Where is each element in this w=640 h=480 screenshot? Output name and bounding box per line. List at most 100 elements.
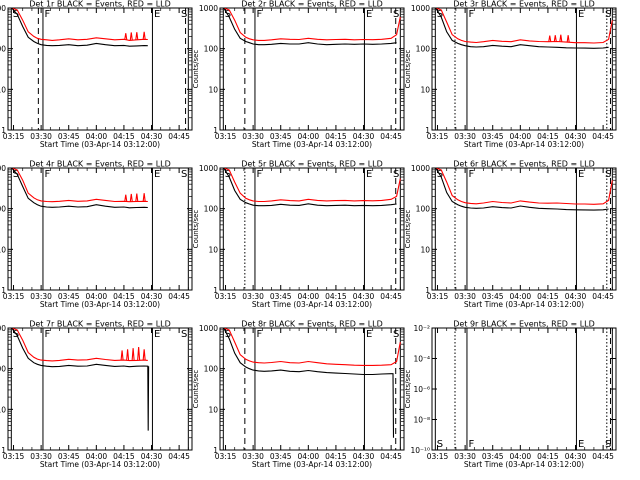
panel-title: Det 9r BLACK = Events, RED = LLD bbox=[453, 320, 595, 329]
lld-series-line bbox=[11, 8, 148, 41]
plot-frame bbox=[219, 167, 405, 291]
lld-series-line bbox=[11, 328, 148, 362]
x-axis-label: Start Time (03-Apr-14 03:12:00) bbox=[40, 140, 160, 149]
y-tick-label: 100 bbox=[204, 205, 219, 214]
panel-title: Det 3r BLACK = Events, RED = LLD bbox=[453, 0, 595, 9]
x-tick-label: 04:00 bbox=[510, 452, 532, 461]
x-tick-label: 04:30 bbox=[565, 132, 587, 141]
marker-label-E: E bbox=[154, 329, 160, 340]
plot-frame bbox=[431, 167, 617, 291]
y-tick-label: 1000 bbox=[0, 324, 6, 333]
lld-spike bbox=[120, 350, 124, 361]
lld-spike bbox=[124, 194, 128, 202]
y-tick-label: 10⁻⁸ bbox=[413, 416, 430, 425]
marker-label-S: S bbox=[393, 9, 399, 20]
panel-det-3r: Det 3r BLACK = Events, RED = LLD 1 10 100 10… bbox=[404, 0, 617, 149]
marker-label-F: F bbox=[44, 9, 50, 20]
x-tick-label: 04:45 bbox=[168, 452, 190, 461]
panel-title: Det 1r BLACK = Events, RED = LLD bbox=[29, 0, 171, 9]
marker-label-F: F bbox=[468, 439, 474, 450]
x-axis-label: Start Time (03-Apr-14 03:12:00) bbox=[464, 460, 584, 469]
panel-det-5r: Det 5r BLACK = Events, RED = LLD 1 10 100 10… bbox=[192, 160, 405, 309]
y-tick-label: 10⁻⁴ bbox=[413, 355, 430, 364]
y-tick-label: 10 bbox=[208, 405, 218, 414]
marker-label-S: S bbox=[393, 329, 399, 340]
panel-title: Det 8r BLACK = Events, RED = LLD bbox=[241, 320, 383, 329]
y-axis-label: Counts/sec bbox=[404, 50, 412, 89]
x-tick-label: 03:45 bbox=[270, 452, 292, 461]
x-tick-label: 04:15 bbox=[325, 452, 347, 461]
x-tick-label: 03:30 bbox=[30, 452, 52, 461]
x-tick-label: 03:30 bbox=[454, 132, 476, 141]
lld-spike bbox=[129, 32, 133, 41]
lld-series-line bbox=[11, 168, 148, 203]
x-tick-label: 04:15 bbox=[113, 452, 135, 461]
marker-label-S: S bbox=[181, 169, 187, 180]
lld-spike bbox=[129, 193, 133, 202]
events-series-line bbox=[223, 168, 397, 207]
marker-label-F: F bbox=[468, 169, 474, 180]
panel-det-9r: Det 9r BLACK = Events, RED = LLD 10⁻¹⁰ 10⁻… bbox=[404, 320, 617, 469]
plot-frame bbox=[7, 7, 193, 131]
x-tick-label: 03:30 bbox=[242, 292, 264, 301]
x-tick-label: 03:45 bbox=[270, 292, 292, 301]
lld-series-line bbox=[435, 8, 613, 44]
x-axis-label: Start Time (03-Apr-14 03:12:00) bbox=[252, 140, 372, 149]
y-tick-label: 1000 bbox=[199, 324, 218, 333]
y-tick-label: 1000 bbox=[0, 164, 6, 173]
x-tick-label: 03:15 bbox=[427, 132, 449, 141]
x-tick-label: 03:30 bbox=[454, 452, 476, 461]
events-series-line bbox=[435, 168, 609, 211]
x-tick-label: 04:45 bbox=[592, 452, 614, 461]
x-tick-label: 04:15 bbox=[325, 292, 347, 301]
marker-label-S: S bbox=[181, 9, 187, 20]
y-axis-label: Counts/sec bbox=[404, 370, 412, 409]
y-tick-label: 100 bbox=[0, 205, 6, 214]
marker-label-E: E bbox=[366, 169, 372, 180]
y-tick-label: 100 bbox=[204, 45, 219, 54]
x-tick-label: 04:45 bbox=[168, 292, 190, 301]
plot-frame bbox=[219, 7, 405, 131]
y-tick-label: 1 bbox=[213, 286, 218, 295]
x-tick-label: 04:15 bbox=[537, 292, 559, 301]
panel-title: Det 2r BLACK = Events, RED = LLD bbox=[241, 0, 383, 9]
lld-spike bbox=[142, 349, 146, 361]
lld-spike bbox=[124, 33, 128, 40]
marker-label-E: E bbox=[366, 9, 372, 20]
marker-label-E: E bbox=[578, 9, 584, 20]
y-axis-label: Counts/sec bbox=[192, 210, 200, 249]
y-tick-label: 10 bbox=[0, 245, 6, 254]
panel-det-4r: Det 4r BLACK = Events, RED = LLD 1 10 100 10… bbox=[0, 160, 193, 309]
y-tick-label: 1 bbox=[425, 286, 430, 295]
y-tick-label: 1000 bbox=[411, 4, 430, 13]
x-tick-label: 03:45 bbox=[482, 132, 504, 141]
x-axis-label: Start Time (03-Apr-14 03:12:00) bbox=[40, 300, 160, 309]
lld-spike bbox=[548, 35, 552, 42]
x-tick-label: 03:30 bbox=[30, 292, 52, 301]
panel-title: Det 5r BLACK = Events, RED = LLD bbox=[241, 160, 383, 169]
lld-series-line bbox=[223, 328, 401, 366]
y-tick-label: 10⁻¹⁰ bbox=[410, 446, 430, 455]
y-tick-label: 100 bbox=[0, 45, 6, 54]
lld-spike bbox=[135, 32, 139, 40]
x-tick-label: 03:45 bbox=[482, 452, 504, 461]
y-tick-label: 1 bbox=[213, 126, 218, 135]
x-tick-label: 03:15 bbox=[3, 132, 25, 141]
panel-det-7r: Det 7r BLACK = Events, RED = LLD 1 10 100 10… bbox=[0, 320, 193, 469]
y-tick-label: 1000 bbox=[411, 164, 430, 173]
marker-label-E: E bbox=[366, 329, 372, 340]
x-axis-label: Start Time (03-Apr-14 03:12:00) bbox=[252, 300, 372, 309]
marker-label-F: F bbox=[468, 9, 474, 20]
lld-spike bbox=[142, 193, 146, 202]
x-tick-label: 04:00 bbox=[86, 292, 108, 301]
x-tick-label: 04:15 bbox=[113, 132, 135, 141]
x-tick-label: 03:15 bbox=[3, 292, 25, 301]
plot-frame bbox=[431, 327, 617, 451]
x-tick-label: 04:30 bbox=[565, 452, 587, 461]
marker-label-S: S bbox=[605, 439, 611, 450]
y-tick-label: 10 bbox=[208, 85, 218, 94]
marker-label-F: F bbox=[256, 329, 262, 340]
panel-det-1r: Det 1r BLACK = Events, RED = LLD 1 10 100 10… bbox=[0, 0, 193, 149]
events-series-line bbox=[11, 328, 150, 431]
